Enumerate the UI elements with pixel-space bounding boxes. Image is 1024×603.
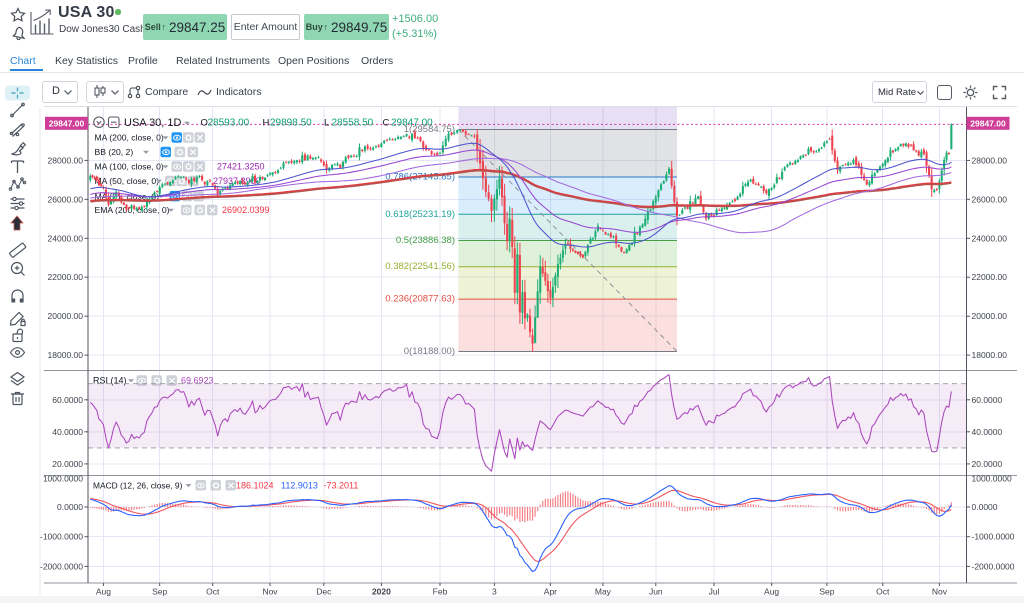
svg-text:69.6923: 69.6923 — [181, 376, 214, 386]
svg-text:MA (100, close, 0): MA (100, close, 0) — [95, 162, 164, 172]
svg-text:Apr: Apr — [544, 587, 557, 597]
svg-text:24000.00: 24000.00 — [972, 233, 1008, 243]
svg-text:29898.50: 29898.50 — [270, 118, 312, 129]
svg-text:60.0000: 60.0000 — [972, 395, 1003, 405]
svg-text:22000.00: 22000.00 — [972, 272, 1008, 282]
svg-text:24000.00: 24000.00 — [48, 233, 84, 243]
svg-text:40.0000: 40.0000 — [52, 427, 83, 437]
svg-text:186.1024: 186.1024 — [236, 481, 274, 491]
svg-text:Aug: Aug — [764, 587, 779, 597]
svg-text:0(18188.00): 0(18188.00) — [404, 346, 455, 357]
svg-text:-1000.0000: -1000.0000 — [40, 532, 83, 542]
svg-text:-2000.0000: -2000.0000 — [972, 561, 1015, 571]
svg-text:Jul: Jul — [709, 587, 720, 597]
svg-text:3: 3 — [492, 587, 497, 597]
svg-text:0.0000: 0.0000 — [57, 502, 83, 512]
svg-text:0.618(25231.19): 0.618(25231.19) — [385, 209, 455, 220]
svg-text:O: O — [201, 118, 208, 129]
svg-text:Nov: Nov — [262, 587, 278, 597]
svg-text:26000.00: 26000.00 — [972, 194, 1008, 204]
svg-text:26000.00: 26000.00 — [48, 194, 84, 204]
svg-text:H: H — [263, 118, 270, 129]
svg-text:29847.00: 29847.00 — [49, 119, 85, 129]
svg-text:26902.0399: 26902.0399 — [222, 205, 270, 215]
svg-text:Aug: Aug — [96, 587, 111, 597]
svg-text:20000.00: 20000.00 — [48, 311, 84, 321]
svg-text:112.9013: 112.9013 — [281, 481, 318, 491]
svg-text:2020: 2020 — [372, 587, 391, 597]
svg-text:29847.00: 29847.00 — [970, 119, 1006, 129]
svg-text:28558.50: 28558.50 — [332, 118, 374, 129]
svg-text:MA (200, close, 0): MA (200, close, 0) — [95, 133, 164, 143]
svg-text:1000.0000: 1000.0000 — [972, 473, 1012, 483]
svg-text:0.236(20877.63): 0.236(20877.63) — [385, 294, 455, 305]
svg-text:Sep: Sep — [819, 587, 834, 597]
svg-text:Nov: Nov — [932, 587, 948, 597]
svg-text:20.0000: 20.0000 — [52, 459, 83, 469]
svg-text:18000.00: 18000.00 — [972, 350, 1008, 360]
svg-text:C: C — [383, 118, 390, 129]
svg-text:28000.00: 28000.00 — [48, 155, 84, 165]
svg-text:40.0000: 40.0000 — [972, 427, 1003, 437]
svg-text:Oct: Oct — [876, 587, 890, 597]
svg-text:60.0000: 60.0000 — [52, 395, 83, 405]
svg-text:20.0000: 20.0000 — [972, 459, 1003, 469]
svg-text:1(29584.75): 1(29584.75) — [404, 124, 455, 135]
svg-text:Jun: Jun — [649, 587, 663, 597]
svg-text:L: L — [324, 118, 329, 129]
svg-text:Dec: Dec — [316, 587, 332, 597]
svg-text:May: May — [595, 587, 612, 597]
svg-text:-2000.0000: -2000.0000 — [40, 561, 83, 571]
svg-text:22000.00: 22000.00 — [48, 272, 84, 282]
svg-text:0.0000: 0.0000 — [972, 502, 998, 512]
svg-text:27937.8900: 27937.8900 — [213, 176, 261, 186]
svg-text:MACD (12, 26, close, 9): MACD (12, 26, close, 9) — [93, 481, 183, 491]
svg-text:27421.3250: 27421.3250 — [217, 162, 265, 172]
svg-text:28000.00: 28000.00 — [972, 155, 1008, 165]
svg-text:MA (50, close, 0): MA (50, close, 0) — [95, 176, 160, 186]
svg-text:28593.00: 28593.00 — [208, 118, 250, 129]
svg-text:1000.0000: 1000.0000 — [43, 473, 83, 483]
svg-text:0.5(23886.38): 0.5(23886.38) — [396, 235, 455, 246]
svg-text:RSI (14): RSI (14) — [93, 376, 127, 386]
svg-text:0.382(22541.56): 0.382(22541.56) — [385, 261, 455, 272]
svg-text:18000.00: 18000.00 — [48, 350, 84, 360]
svg-text:-73.2011: -73.2011 — [324, 481, 359, 491]
svg-text:29847.00: 29847.00 — [391, 118, 433, 129]
svg-text:Oct: Oct — [206, 587, 220, 597]
svg-text:-1000.0000: -1000.0000 — [972, 532, 1015, 542]
svg-text:Sep: Sep — [152, 587, 167, 597]
svg-text:20000.00: 20000.00 — [972, 311, 1008, 321]
svg-text:BB (20, 2): BB (20, 2) — [95, 147, 134, 157]
svg-text:USA 30, 1D: USA 30, 1D — [124, 117, 182, 129]
svg-text:Feb: Feb — [433, 587, 448, 597]
